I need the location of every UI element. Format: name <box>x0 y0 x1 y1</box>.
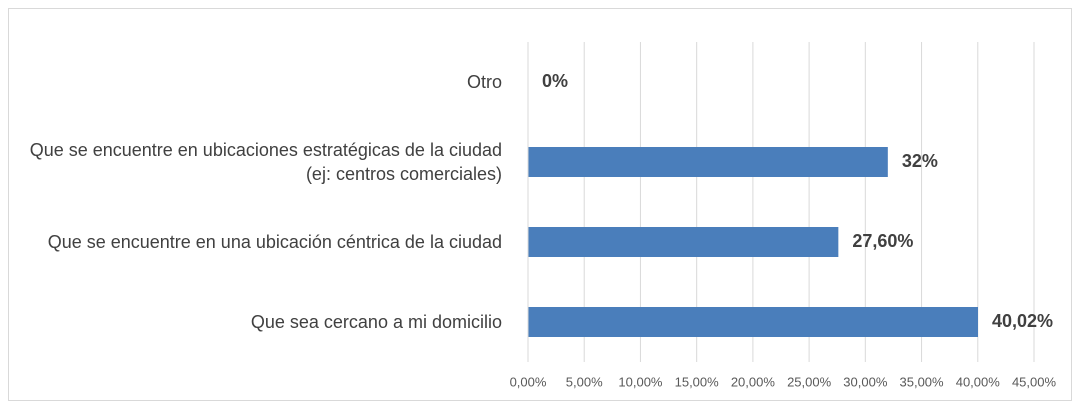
y-tick-label: Que se encuentre en una ubicación céntri… <box>47 232 502 252</box>
x-tick-label: 25,00% <box>787 374 832 389</box>
x-tick-label: 45,00% <box>1012 374 1057 389</box>
x-tick-label: 35,00% <box>900 374 945 389</box>
x-tick-label: 5,00% <box>566 374 603 389</box>
x-tick-label: 30,00% <box>843 374 888 389</box>
value-label: 0% <box>542 71 568 91</box>
x-tick-label: 40,00% <box>956 374 1001 389</box>
bar <box>528 307 979 337</box>
chart-border <box>8 8 1072 401</box>
bar <box>528 227 839 257</box>
value-label: 32% <box>902 151 938 171</box>
x-tick-label: 20,00% <box>731 374 776 389</box>
y-tick-label: Otro <box>466 72 502 92</box>
y-tick-label: Que se encuentre en ubicaciones estratég… <box>29 140 502 184</box>
x-tick-label: 10,00% <box>618 374 663 389</box>
x-tick-label: 15,00% <box>675 374 720 389</box>
x-tick-label: 0,00% <box>510 374 547 389</box>
y-tick-label: Que sea cercano a mi domicilio <box>250 312 502 332</box>
value-label: 27,60% <box>852 231 913 251</box>
value-label: 40,02% <box>992 311 1053 331</box>
bar <box>528 147 888 177</box>
